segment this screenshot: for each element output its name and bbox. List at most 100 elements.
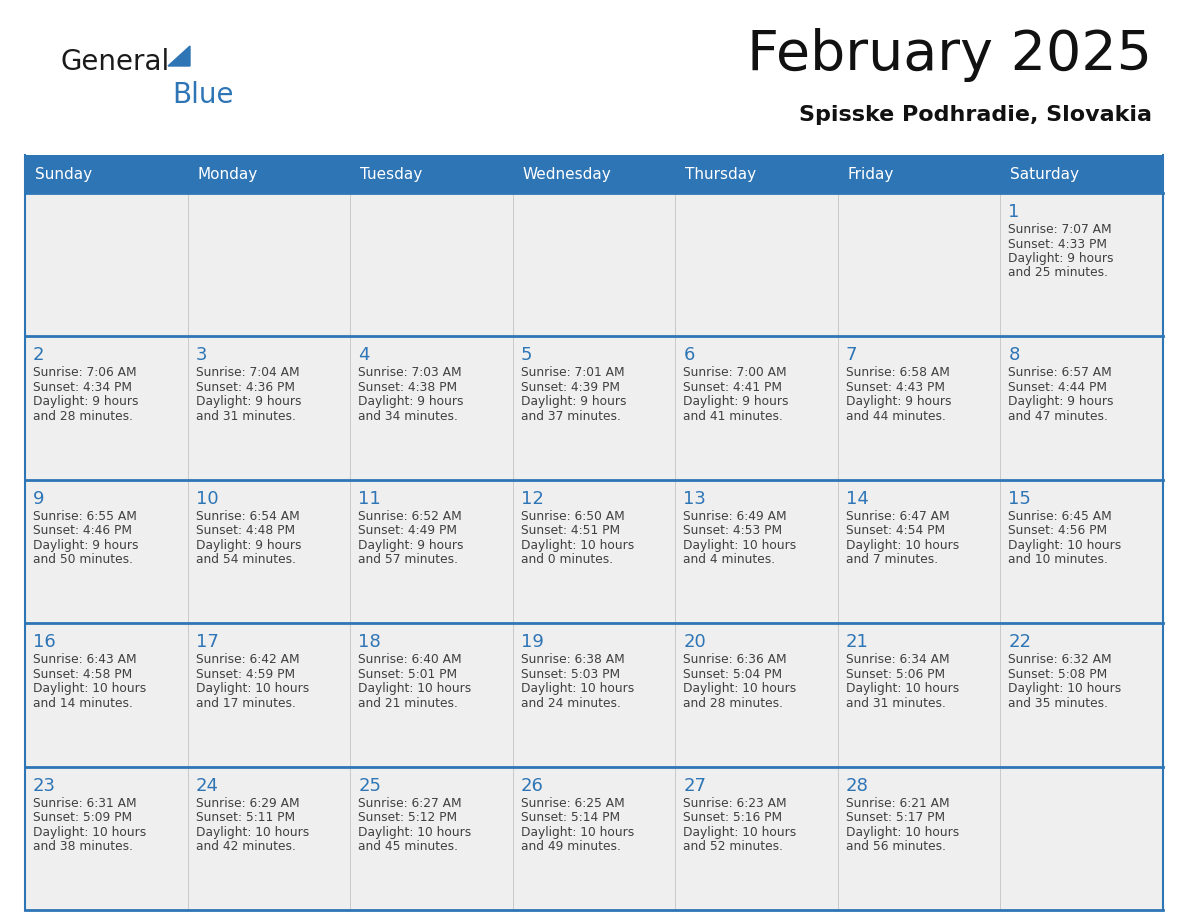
Text: Sunrise: 6:52 AM: Sunrise: 6:52 AM [358,509,462,522]
Text: Daylight: 10 hours: Daylight: 10 hours [33,825,146,839]
Text: Sunday: Sunday [34,166,93,182]
Bar [1000,193,1163,336]
Text: Sunset: 5:06 PM: Sunset: 5:06 PM [846,667,944,681]
Text: and 24 minutes.: and 24 minutes. [520,697,620,710]
Text: 17: 17 [196,633,219,651]
Text: Daylight: 9 hours: Daylight: 9 hours [846,396,952,409]
Bar [1000,623,1163,767]
Bar [188,336,350,480]
Text: Sunrise: 7:01 AM: Sunrise: 7:01 AM [520,366,625,379]
Bar [513,623,675,767]
Text: 11: 11 [358,490,381,508]
Text: Sunrise: 6:49 AM: Sunrise: 6:49 AM [683,509,786,522]
Text: Daylight: 9 hours: Daylight: 9 hours [33,539,139,552]
Text: Daylight: 10 hours: Daylight: 10 hours [520,539,634,552]
Text: 23: 23 [33,777,56,795]
Bar [675,480,838,623]
Bar [513,767,675,910]
Bar [1000,336,1163,480]
Text: Sunset: 5:03 PM: Sunset: 5:03 PM [520,667,620,681]
Text: Sunset: 4:33 PM: Sunset: 4:33 PM [1009,238,1107,251]
Text: General: General [61,48,169,76]
Bar [188,623,350,767]
Text: Daylight: 10 hours: Daylight: 10 hours [33,682,146,695]
Bar [25,336,188,480]
Text: 26: 26 [520,777,544,795]
Text: and 47 minutes.: and 47 minutes. [1009,410,1108,423]
Text: Sunrise: 7:07 AM: Sunrise: 7:07 AM [1009,223,1112,236]
Text: Sunset: 4:56 PM: Sunset: 4:56 PM [1009,524,1107,537]
Text: Sunset: 4:59 PM: Sunset: 4:59 PM [196,667,295,681]
Text: Sunrise: 7:06 AM: Sunrise: 7:06 AM [33,366,137,379]
Bar [838,480,1000,623]
Text: Daylight: 10 hours: Daylight: 10 hours [846,539,959,552]
Bar [838,193,1000,336]
Text: Sunrise: 6:29 AM: Sunrise: 6:29 AM [196,797,299,810]
Text: 9: 9 [33,490,44,508]
Text: Daylight: 9 hours: Daylight: 9 hours [520,396,626,409]
Text: Daylight: 9 hours: Daylight: 9 hours [1009,396,1114,409]
Text: 18: 18 [358,633,381,651]
Text: Sunset: 5:11 PM: Sunset: 5:11 PM [196,812,295,824]
Bar [188,767,350,910]
Bar [350,767,513,910]
Text: Daylight: 10 hours: Daylight: 10 hours [358,682,472,695]
Bar [188,155,350,193]
Text: and 34 minutes.: and 34 minutes. [358,410,459,423]
Text: and 44 minutes.: and 44 minutes. [846,410,946,423]
Text: and 14 minutes.: and 14 minutes. [33,697,133,710]
Text: and 31 minutes.: and 31 minutes. [196,410,296,423]
Text: Daylight: 10 hours: Daylight: 10 hours [683,682,796,695]
Text: Monday: Monday [197,166,258,182]
Text: Sunrise: 6:34 AM: Sunrise: 6:34 AM [846,654,949,666]
Bar [838,623,1000,767]
Text: Saturday: Saturday [1011,166,1080,182]
Text: Sunset: 4:53 PM: Sunset: 4:53 PM [683,524,783,537]
Text: Sunset: 4:34 PM: Sunset: 4:34 PM [33,381,132,394]
Text: and 41 minutes.: and 41 minutes. [683,410,783,423]
Text: Sunset: 4:51 PM: Sunset: 4:51 PM [520,524,620,537]
Text: and 42 minutes.: and 42 minutes. [196,840,296,853]
Bar [188,193,350,336]
Text: Daylight: 10 hours: Daylight: 10 hours [683,825,796,839]
Text: 5: 5 [520,346,532,364]
Text: Wednesday: Wednesday [523,166,612,182]
Bar [675,193,838,336]
Bar [675,155,838,193]
Bar [513,480,675,623]
Text: Sunrise: 6:27 AM: Sunrise: 6:27 AM [358,797,462,810]
Bar [838,155,1000,193]
Text: Sunset: 4:58 PM: Sunset: 4:58 PM [33,667,132,681]
Text: and 57 minutes.: and 57 minutes. [358,554,459,566]
Text: Sunrise: 7:03 AM: Sunrise: 7:03 AM [358,366,462,379]
Bar [1000,480,1163,623]
Text: and 28 minutes.: and 28 minutes. [683,697,783,710]
Text: Daylight: 10 hours: Daylight: 10 hours [1009,539,1121,552]
Text: Daylight: 9 hours: Daylight: 9 hours [358,539,463,552]
Text: Sunrise: 6:21 AM: Sunrise: 6:21 AM [846,797,949,810]
Bar [838,336,1000,480]
Text: Daylight: 9 hours: Daylight: 9 hours [683,396,789,409]
Text: 3: 3 [196,346,207,364]
Text: 12: 12 [520,490,544,508]
Text: 14: 14 [846,490,868,508]
Text: and 25 minutes.: and 25 minutes. [1009,266,1108,279]
Text: and 37 minutes.: and 37 minutes. [520,410,620,423]
Text: Daylight: 9 hours: Daylight: 9 hours [196,539,301,552]
Text: Sunrise: 7:04 AM: Sunrise: 7:04 AM [196,366,299,379]
Text: 28: 28 [846,777,868,795]
Text: Sunset: 4:46 PM: Sunset: 4:46 PM [33,524,132,537]
Text: Sunrise: 6:45 AM: Sunrise: 6:45 AM [1009,509,1112,522]
Text: Sunrise: 6:23 AM: Sunrise: 6:23 AM [683,797,786,810]
Text: Sunrise: 6:55 AM: Sunrise: 6:55 AM [33,509,137,522]
Text: 21: 21 [846,633,868,651]
Text: Daylight: 10 hours: Daylight: 10 hours [1009,682,1121,695]
Polygon shape [168,46,190,66]
Text: Daylight: 10 hours: Daylight: 10 hours [520,825,634,839]
Text: Sunrise: 6:32 AM: Sunrise: 6:32 AM [1009,654,1112,666]
Text: and 4 minutes.: and 4 minutes. [683,554,776,566]
Bar [350,623,513,767]
Text: Sunset: 4:39 PM: Sunset: 4:39 PM [520,381,620,394]
Text: Sunrise: 6:47 AM: Sunrise: 6:47 AM [846,509,949,522]
Bar [25,623,188,767]
